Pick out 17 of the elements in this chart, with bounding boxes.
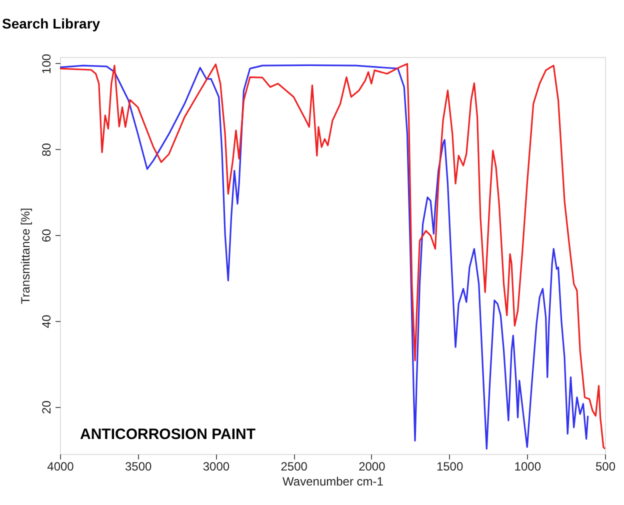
x-tick-label: 2500 [280,460,308,474]
y-tick-label: 20 [40,400,54,414]
y-tick-label: 100 [40,54,54,74]
x-tick-label: 3500 [125,460,152,474]
x-tick-label: 4000 [47,460,74,474]
annotation: ANTICORROSION PAINT [80,426,256,443]
x-tick-label: 3000 [202,460,230,474]
x-axis-title: Wavenumber cm-1 [282,474,384,488]
y-tick-label: 80 [40,142,54,156]
y-tick-label: 60 [40,228,54,242]
x-tick-label: 1000 [514,460,542,474]
chart-title: Search Library [2,15,100,32]
x-tick-label: 1500 [436,460,464,474]
y-tick-label: 40 [40,314,54,328]
y-axis-title: Transmittance [%] [18,208,32,304]
x-tick-label: 2000 [358,460,386,474]
x-tick-label: 500 [595,460,616,474]
